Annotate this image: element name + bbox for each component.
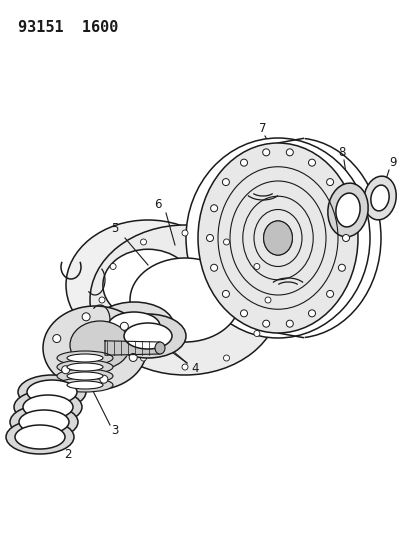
Ellipse shape [223,355,229,361]
Ellipse shape [327,183,367,237]
Text: 6: 6 [154,198,161,212]
Ellipse shape [57,360,113,374]
Ellipse shape [210,264,217,271]
Ellipse shape [19,410,69,434]
Ellipse shape [326,179,333,185]
Ellipse shape [337,205,344,212]
Ellipse shape [222,290,229,297]
Ellipse shape [62,366,69,374]
Ellipse shape [337,264,344,271]
Ellipse shape [253,330,259,336]
Ellipse shape [140,239,146,245]
Ellipse shape [286,320,292,327]
Ellipse shape [57,378,113,392]
Ellipse shape [240,310,247,317]
Polygon shape [105,341,159,355]
Ellipse shape [342,235,349,241]
Ellipse shape [110,263,116,270]
Ellipse shape [67,363,103,371]
Ellipse shape [27,380,77,404]
Ellipse shape [182,230,188,236]
Ellipse shape [182,364,188,370]
Ellipse shape [222,179,229,185]
Text: 9: 9 [388,156,396,168]
Text: 2: 2 [64,448,71,462]
Ellipse shape [263,221,292,255]
Ellipse shape [67,354,103,362]
Ellipse shape [262,320,269,327]
Ellipse shape [18,375,86,409]
Ellipse shape [67,381,103,389]
Ellipse shape [120,322,128,330]
Ellipse shape [262,149,269,156]
Ellipse shape [110,330,116,336]
Ellipse shape [90,225,279,375]
Text: 5: 5 [111,222,119,235]
Text: 7: 7 [259,122,266,134]
Ellipse shape [57,369,113,383]
Ellipse shape [210,205,217,212]
Ellipse shape [363,176,395,220]
Ellipse shape [264,297,271,303]
Ellipse shape [94,302,173,350]
Text: 3: 3 [111,424,119,437]
Ellipse shape [103,249,192,321]
Ellipse shape [308,310,315,317]
Ellipse shape [206,235,213,241]
Ellipse shape [15,425,65,449]
Text: 4: 4 [191,361,198,375]
Text: 93151  1600: 93151 1600 [18,20,118,36]
Ellipse shape [100,375,108,383]
Ellipse shape [197,143,357,333]
Ellipse shape [6,420,74,454]
Ellipse shape [370,185,388,211]
Ellipse shape [14,390,82,424]
Ellipse shape [286,149,292,156]
Ellipse shape [129,353,137,361]
Ellipse shape [43,306,147,390]
Text: 8: 8 [337,146,345,158]
Ellipse shape [66,220,230,350]
Ellipse shape [253,263,259,270]
Ellipse shape [140,355,146,361]
Ellipse shape [110,314,185,358]
Ellipse shape [240,159,247,166]
Ellipse shape [108,312,159,340]
Ellipse shape [57,351,113,365]
Ellipse shape [223,239,229,245]
Ellipse shape [335,193,359,227]
Ellipse shape [82,313,90,321]
Ellipse shape [53,335,61,343]
Ellipse shape [70,321,130,369]
Ellipse shape [23,395,73,419]
Ellipse shape [130,258,240,342]
Ellipse shape [326,290,333,297]
Ellipse shape [308,159,315,166]
Ellipse shape [185,138,369,338]
Ellipse shape [10,405,78,439]
Ellipse shape [67,372,103,380]
Ellipse shape [99,297,105,303]
Ellipse shape [124,323,171,349]
Ellipse shape [154,342,165,354]
